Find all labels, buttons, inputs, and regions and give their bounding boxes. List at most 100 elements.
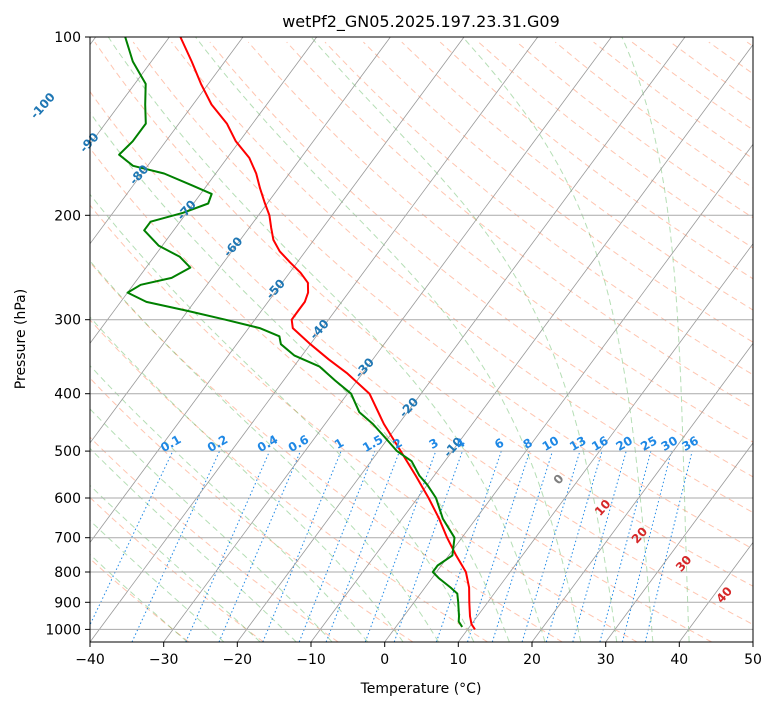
- moist-adiabat: [90, 316, 404, 642]
- isotherm-line: [90, 37, 244, 245]
- dry-adiabat: [746, 41, 753, 47]
- dry-adiabat: [171, 41, 753, 514]
- dry-adiabat: [90, 261, 563, 642]
- y-tick-label: 600: [54, 491, 81, 507]
- isotherm-line: [605, 442, 753, 642]
- isotherm-line: [752, 641, 753, 642]
- mixing-ratio-line: [521, 450, 581, 642]
- x-tick-label: −30: [149, 652, 179, 668]
- mixing-ratio-label: 0.2: [205, 432, 230, 455]
- dry-adiabat: [90, 436, 339, 642]
- mixing-ratio-line: [621, 450, 672, 642]
- mixing-ratio-line: [185, 450, 271, 642]
- isotherm-line: [90, 37, 170, 145]
- isotherm-line: [678, 541, 753, 642]
- wet-adiabat-label: 10: [592, 497, 614, 519]
- plot-frame: [89, 36, 754, 643]
- chart-title: wetPf2_GN05.2025.197.23.31.G09: [282, 12, 560, 32]
- dry-adiabat: [90, 90, 753, 626]
- x-tick-label: 0: [380, 652, 389, 668]
- series-lines: [118, 37, 476, 630]
- mixing-ratio-line: [90, 450, 174, 626]
- dry-adiabat: [90, 204, 638, 642]
- isotherm-label: -100: [27, 90, 57, 122]
- moist-adiabat: [310, 37, 618, 642]
- moist-adiabat: [462, 37, 654, 642]
- wet-adiabat-label: 0: [551, 472, 567, 488]
- wet-adiabat-label: 20: [629, 524, 651, 546]
- dry-adiabat: [439, 41, 753, 280]
- dry-adiabat: [401, 41, 753, 311]
- mixing-ratio-line: [491, 450, 553, 642]
- mixing-ratio-line: [393, 450, 463, 642]
- moist-adiabat: [90, 553, 188, 642]
- y-tick-label: 900: [54, 595, 81, 611]
- mixing-ratio-line: [572, 450, 627, 642]
- moist-adiabat: [90, 111, 510, 642]
- isotherm-line: [90, 37, 391, 444]
- mixing-ratio-label: 8: [521, 435, 535, 451]
- mixing-ratio-line: [325, 450, 401, 642]
- temperature-line: [179, 37, 476, 630]
- x-tick-label: 10: [449, 652, 467, 668]
- y-tick-label: 100: [54, 30, 81, 46]
- dry-adiabat: [247, 41, 753, 443]
- y-axis-label: Pressure (hPa): [13, 289, 29, 389]
- mixing-ratio-line: [644, 450, 693, 642]
- x-tick-label: −20: [223, 652, 253, 668]
- y-tick-label: 700: [54, 531, 81, 547]
- isotherm-line: [310, 44, 753, 642]
- grid-lines: [90, 36, 753, 630]
- dry-adiabat: [363, 41, 753, 343]
- isotherm-line: [90, 37, 318, 345]
- x-axis-label: Temperature (°C): [360, 681, 482, 697]
- background-lines: [90, 37, 753, 642]
- dry-adiabat: [94, 41, 753, 587]
- mixing-ratio-line: [435, 450, 502, 642]
- isotherm-line: [384, 143, 753, 642]
- y-tick-label: 400: [54, 387, 81, 403]
- moist-adiabat: [107, 37, 546, 642]
- mixing-ratio-label: 0.4: [255, 432, 280, 455]
- y-tick-label: 800: [54, 565, 81, 581]
- moist-adiabat: [90, 364, 369, 642]
- mixing-ratio-line: [599, 450, 652, 642]
- x-tick-label: 50: [744, 652, 762, 668]
- dry-adiabat: [132, 41, 753, 550]
- isotherm-line: [90, 37, 539, 642]
- moist-adiabat: [90, 447, 297, 642]
- mixing-ratio-line: [131, 450, 221, 642]
- dry-adiabat: [209, 41, 753, 478]
- dry-adiabat: [593, 41, 753, 160]
- dry-adiabat: [478, 41, 753, 249]
- x-tick-label: 30: [597, 652, 615, 668]
- y-tick-label: 300: [54, 313, 81, 329]
- dry-adiabat: [90, 319, 488, 642]
- moist-adiabat: [90, 260, 439, 642]
- dry-adiabat: [90, 147, 712, 642]
- mixing-ratio-label: 0.1: [158, 432, 183, 455]
- dry-adiabat: [286, 41, 753, 409]
- moist-adiabat: [90, 484, 261, 642]
- moist-adiabat: [90, 519, 225, 642]
- dry-adiabat: [708, 41, 753, 75]
- mixing-ratio-line: [298, 450, 376, 642]
- moist-adiabat: [90, 193, 475, 642]
- x-tick-label: −40: [75, 652, 105, 668]
- x-tick-label: 20: [523, 652, 541, 668]
- mixing-ratio-label: 1.5: [360, 432, 385, 455]
- isotherm-line: [457, 243, 753, 642]
- isotherm-line: [163, 37, 612, 642]
- x-tick-label: 40: [670, 652, 688, 668]
- dry-adiabat: [90, 377, 414, 642]
- y-tick-label: 500: [54, 444, 81, 460]
- dry-adiabat: [554, 41, 753, 189]
- moist-adiabat: [621, 37, 690, 642]
- isotherm-line: [90, 37, 465, 544]
- mixing-ratio-line: [467, 450, 531, 642]
- isotherm-line: [531, 342, 753, 642]
- mixing-ratio-label: 6: [492, 435, 506, 451]
- mixing-ratio-label: 2: [390, 435, 404, 451]
- moist-adiabat: [194, 37, 582, 642]
